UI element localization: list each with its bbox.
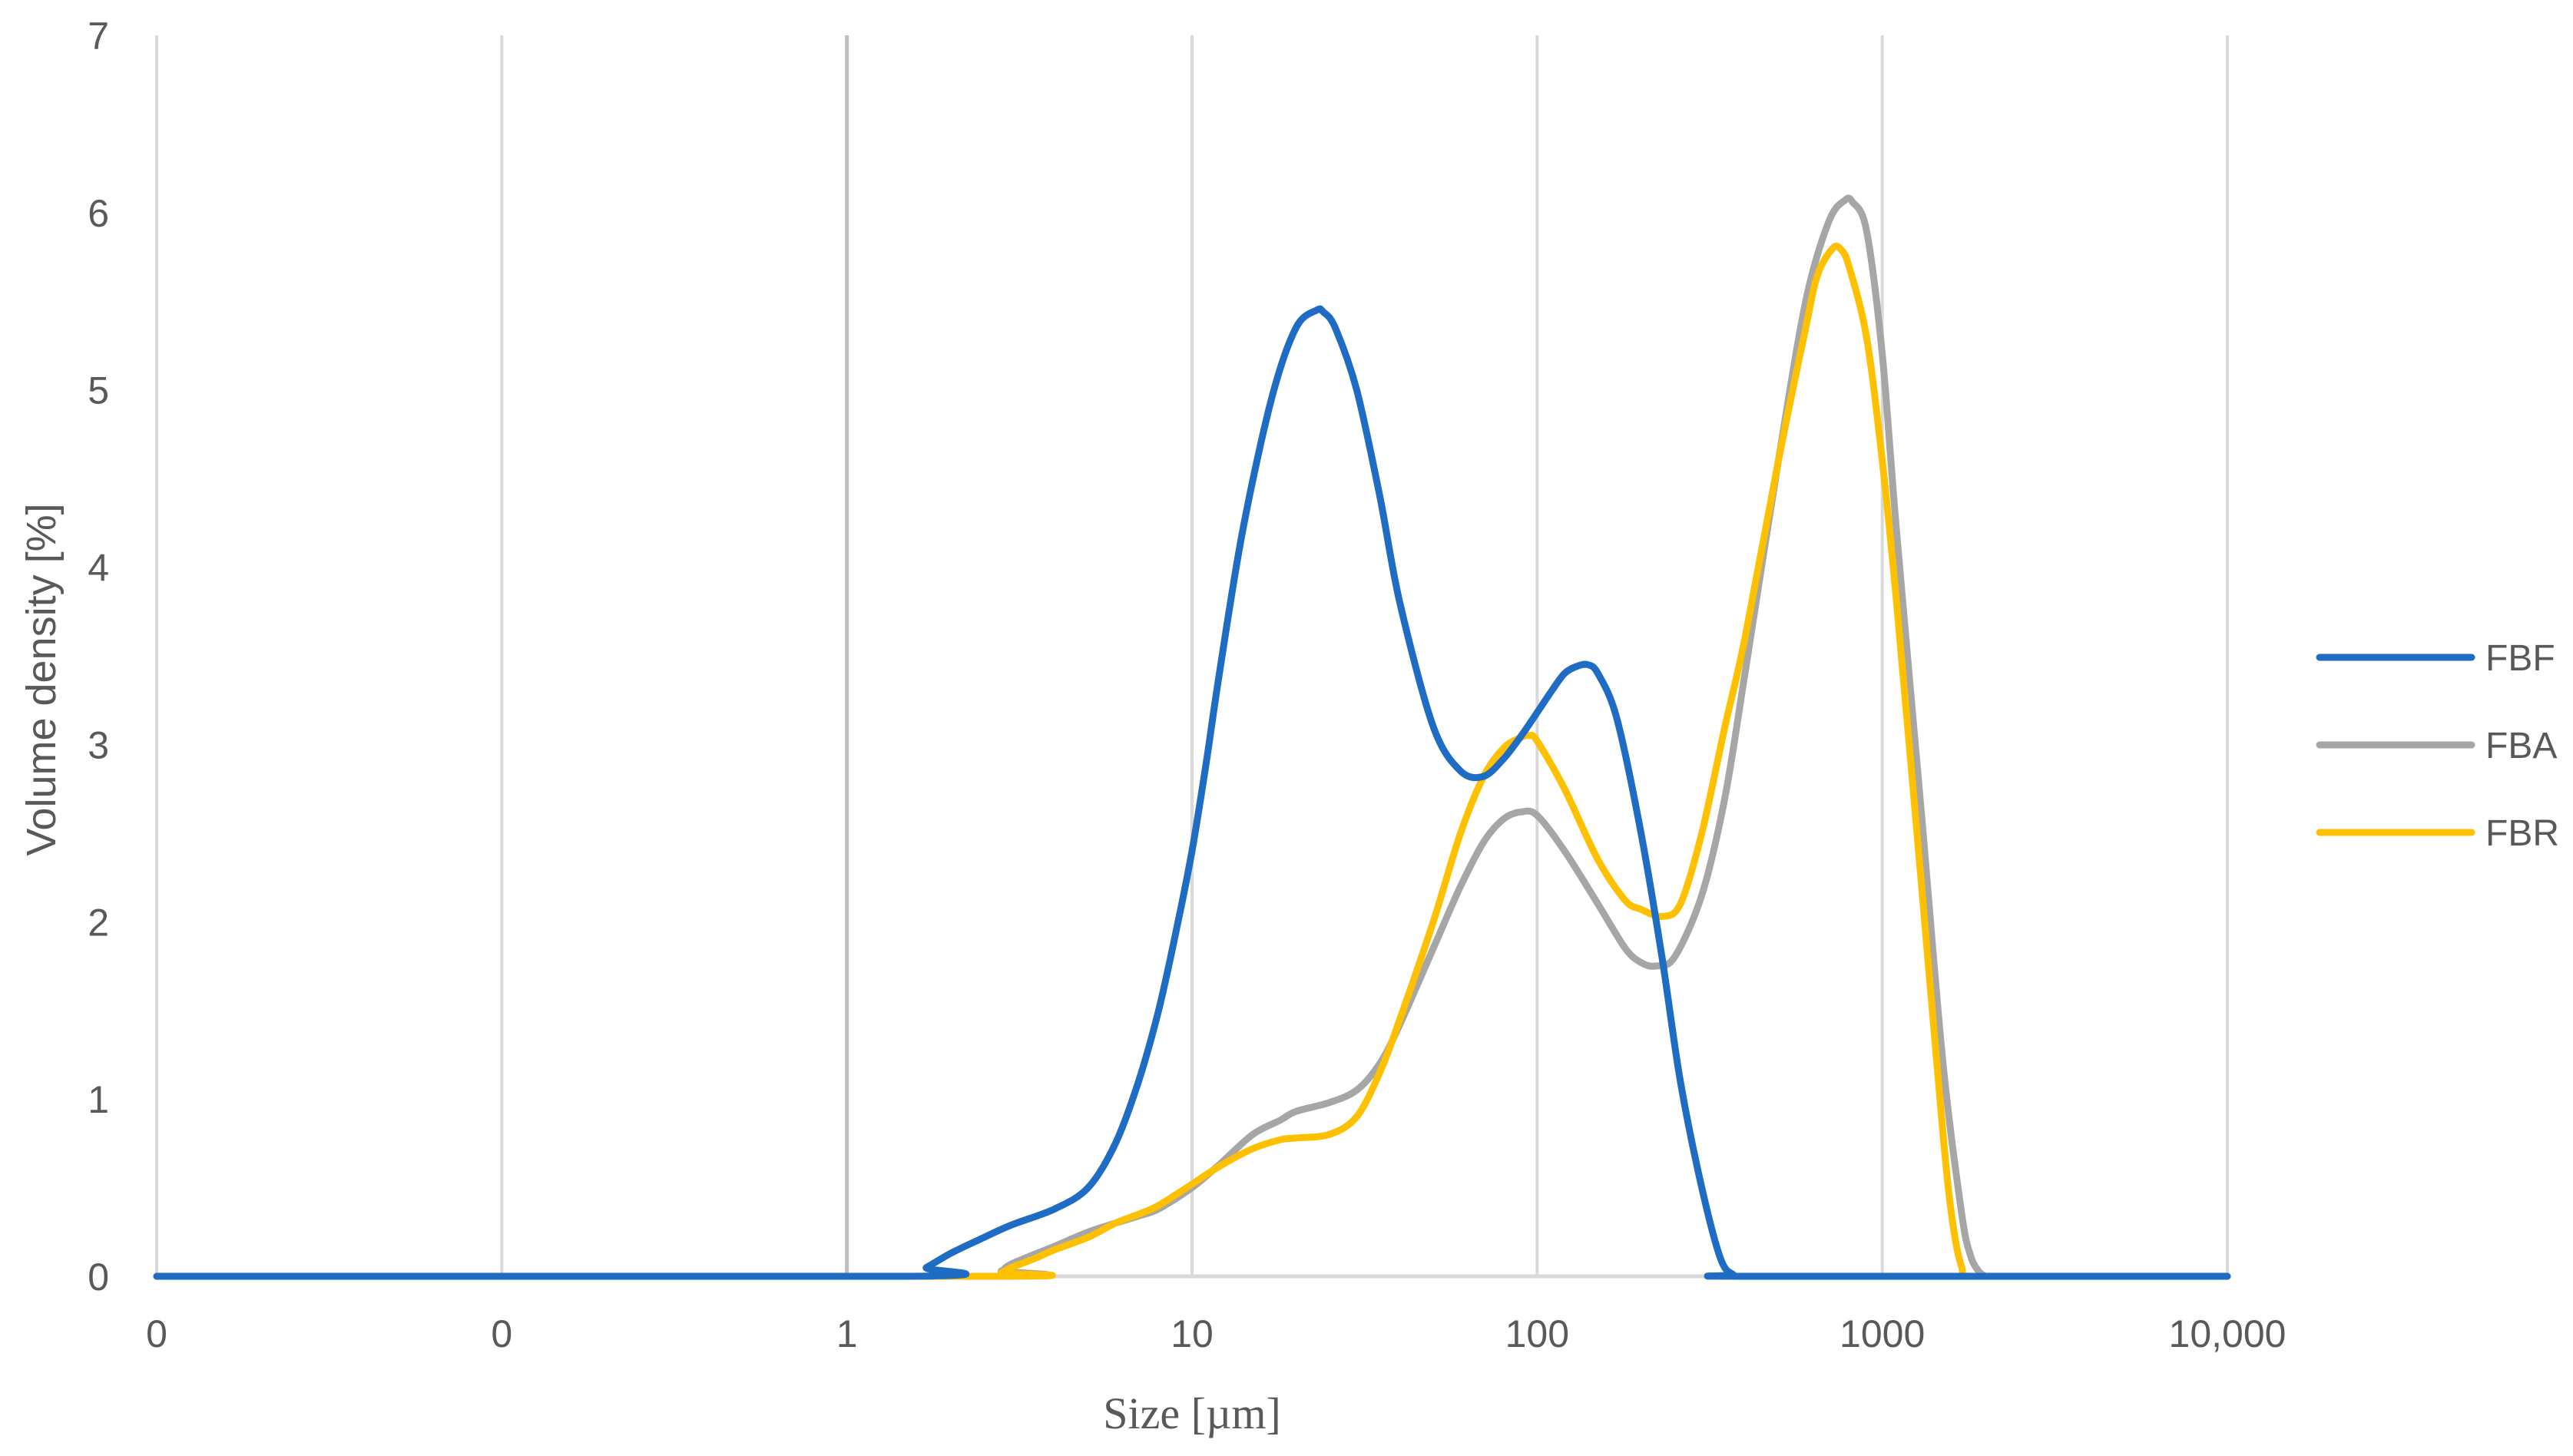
series-lines [153,194,2231,1280]
y-tick-label: 3 [88,723,109,766]
x-tick-label: 1000 [1840,1312,1925,1355]
y-tick-label: 2 [88,901,109,944]
x-tick-label: 0 [146,1312,167,1355]
y-tick-labels: 0 1 2 3 4 5 6 7 [88,15,109,1299]
y-tick-label: 5 [88,369,109,412]
series-line-fbr [153,243,2231,1280]
legend-label-fbf: FBF [2485,638,2555,679]
x-tick-label: 1 [836,1312,858,1355]
series-line-fbf [153,305,2231,1280]
legend-label-fba: FBA [2485,726,2557,766]
x-axis-title: Size [µm] [1103,1388,1281,1438]
x-tick-label: 0 [491,1312,512,1355]
x-tick-label: 100 [1505,1312,1569,1355]
y-tick-label: 0 [88,1256,109,1299]
legend-label-fbr: FBR [2485,813,2559,854]
x-tick-labels: 0 0 1 10 100 1000 10,000 [146,1312,2286,1355]
y-tick-label: 4 [88,547,109,590]
y-tick-label: 1 [88,1078,109,1121]
y-tick-label: 6 [88,192,109,235]
gridlines [155,35,2229,1276]
y-tick-label: 7 [88,15,109,58]
x-tick-label: 10,000 [2169,1312,2287,1355]
legend: FBF FBA FBR [2316,638,2559,854]
y-axis-title: Volume density [%] [18,503,65,855]
x-tick-label: 10 [1171,1312,1214,1355]
